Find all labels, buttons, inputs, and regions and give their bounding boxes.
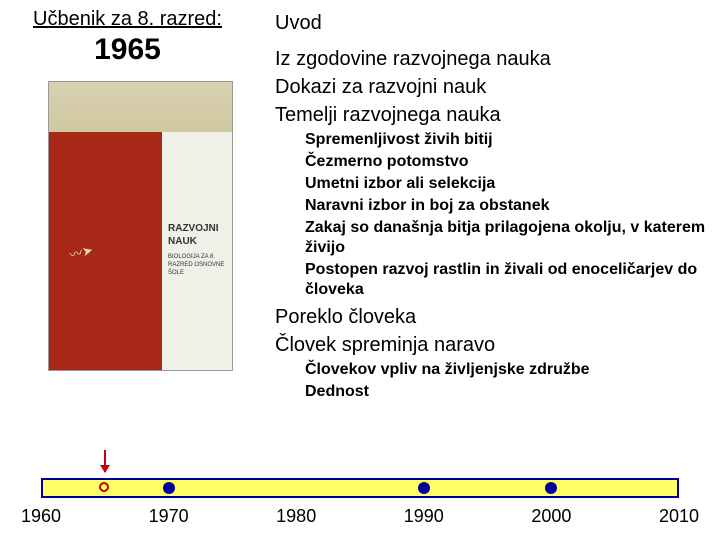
timeline-year-label: 1960 bbox=[21, 506, 61, 527]
subsection: Človekov vpliv na življenjske združbe bbox=[275, 360, 720, 380]
timeline-year-label: 2010 bbox=[659, 506, 699, 527]
timeline-year-label: 1980 bbox=[276, 506, 316, 527]
subsection: Čezmerno potomstvo bbox=[275, 152, 720, 172]
timeline-dot bbox=[163, 482, 175, 494]
timeline-year-label: 1970 bbox=[149, 506, 189, 527]
book-cover: 〰➤ RAZVOJNI NAUK BIOLOGIJA ZA 8. RAZRED … bbox=[48, 81, 233, 371]
section-heading: Dokazi za razvojni nauk bbox=[275, 74, 720, 100]
timeline-year-label: 1990 bbox=[404, 506, 444, 527]
timeline: 1960 1970 1980 1990 2000 2010 bbox=[0, 450, 720, 540]
subsection: Zakaj so današnja bitja prilagojena okol… bbox=[275, 218, 720, 258]
section-heading: Uvod bbox=[275, 10, 720, 36]
textbook-year: 1965 bbox=[10, 33, 275, 67]
subsection: Postopen razvoj rastlin in živali od eno… bbox=[275, 260, 720, 300]
section-heading: Poreklo človeka bbox=[275, 304, 720, 330]
section-heading: Temelji razvojnega nauka bbox=[275, 102, 720, 128]
book-subtitle: BIOLOGIJA ZA 8. RAZRED OSNOVNE ŠOLE bbox=[168, 254, 228, 277]
book-title-1: RAZVOJNI bbox=[168, 222, 228, 235]
timeline-dot bbox=[418, 482, 430, 494]
book-title-2: NAUK bbox=[168, 235, 228, 248]
year-marker-arrow bbox=[104, 450, 106, 472]
subsection: Naravni izbor in boj za obstanek bbox=[275, 196, 720, 216]
contents-list: Uvod Iz zgodovine razvojnega nauka Dokaz… bbox=[275, 8, 720, 404]
subsection: Dednost bbox=[275, 382, 720, 402]
subsection: Spremenljivost živih bitij bbox=[275, 130, 720, 150]
timeline-year-label: 2000 bbox=[531, 506, 571, 527]
subsection: Umetni izbor ali selekcija bbox=[275, 174, 720, 194]
timeline-bar bbox=[41, 478, 679, 498]
timeline-marker-dot bbox=[99, 482, 109, 492]
section-heading: Človek spreminja naravo bbox=[275, 332, 720, 358]
section-heading: Iz zgodovine razvojnega nauka bbox=[275, 46, 720, 72]
textbook-label: Učbenik za 8. razred: bbox=[10, 8, 275, 31]
